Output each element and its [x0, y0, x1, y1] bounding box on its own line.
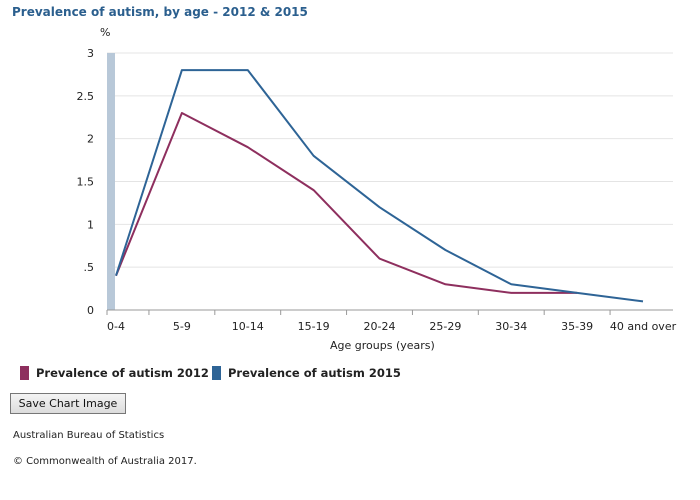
legend-item-2015[interactable]: Prevalence of autism 2015	[212, 366, 401, 380]
y-tick-label: 1	[87, 218, 94, 231]
y-axis-bar	[107, 53, 115, 310]
gridlines	[107, 52, 673, 268]
chart-title: Prevalence of autism, by age - 2012 & 20…	[12, 5, 308, 19]
legend-swatch-2012	[20, 366, 29, 380]
y-tick-label: .5	[84, 261, 95, 274]
y-tick-label: 1.5	[77, 176, 95, 189]
y-tick-label: 2.5	[77, 90, 95, 103]
x-tick-label: 40 and over	[610, 320, 677, 333]
y-axis-unit: %	[100, 26, 111, 39]
source-text: Australian Bureau of Statistics	[13, 430, 165, 441]
legend-label-2012: Prevalence of autism 2012	[36, 366, 209, 380]
y-tick-labels: 0 .5 1 1.5 2 2.5 3	[77, 47, 95, 317]
x-tick-label: 5-9	[173, 320, 191, 333]
x-tick-label: 25-29	[429, 320, 461, 333]
x-tick-label: 20-24	[364, 320, 396, 333]
save-chart-image-button[interactable]: Save Chart Image	[10, 393, 126, 414]
y-tick-label: 0	[87, 304, 94, 317]
axes	[106, 309, 673, 315]
series-lines	[115, 69, 644, 303]
copyright-text: © Commonwealth of Australia 2017.	[13, 456, 197, 467]
x-tick-label: 15-19	[298, 320, 330, 333]
line-chart: 0 .5 1 1.5 2 2.5 3 0-4 5-9 10-14 15-19 20-24 25-29 3…	[77, 47, 677, 333]
y-tick-label: 2	[87, 133, 94, 146]
x-axis-title: Age groups (years)	[330, 339, 435, 352]
series-line-2015[interactable]	[115, 69, 644, 303]
legend-label-2015: Prevalence of autism 2015	[228, 366, 401, 380]
legend-swatch-2015	[212, 366, 221, 380]
x-tick-label: 35-39	[561, 320, 593, 333]
x-tick-label: 30-34	[495, 320, 527, 333]
y-tick-label: 3	[87, 47, 94, 60]
x-tick-labels: 0-4 5-9 10-14 15-19 20-24 25-29 30-34 35-39 40 a…	[107, 320, 677, 333]
x-tick-label: 10-14	[232, 320, 264, 333]
legend-item-2012[interactable]: Prevalence of autism 2012	[20, 366, 209, 380]
series-line-2012[interactable]	[115, 112, 578, 294]
x-tick-label: 0-4	[107, 320, 125, 333]
